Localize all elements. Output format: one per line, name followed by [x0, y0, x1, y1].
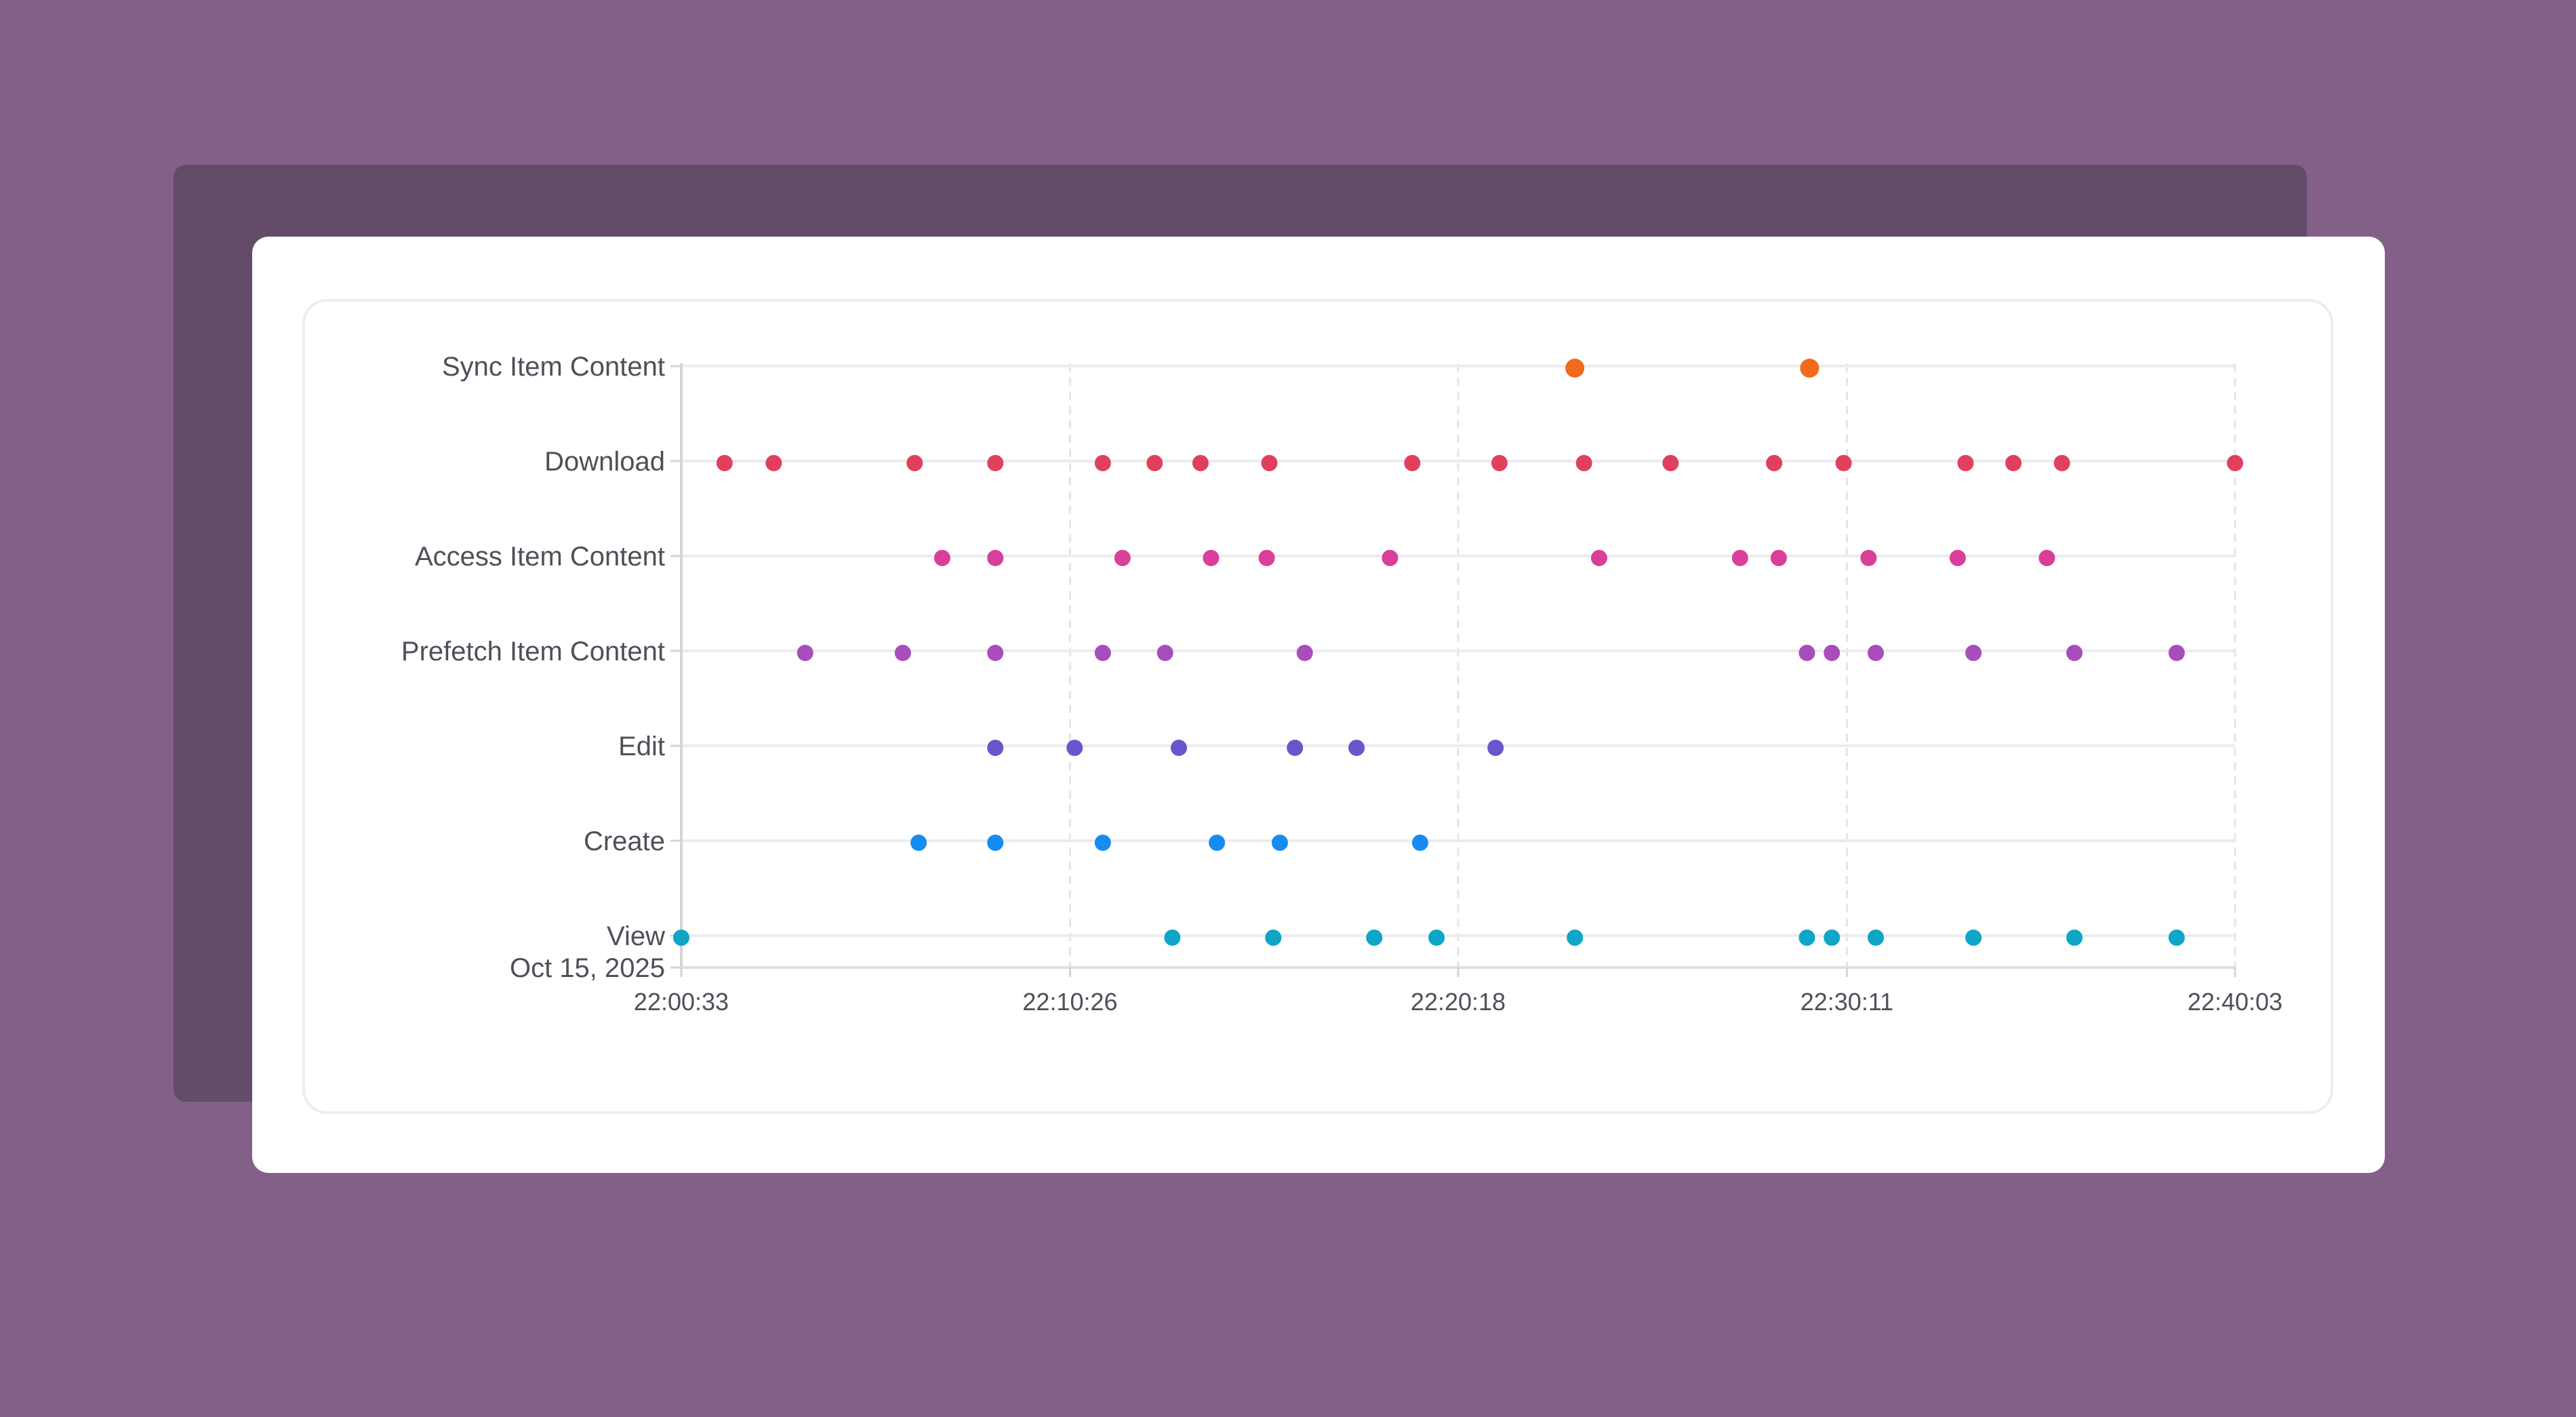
- data-point[interactable]: Access Item Content 22:27:28: [1731, 550, 1748, 566]
- data-point[interactable]: Access Item Content 22:14:01: [1203, 550, 1220, 566]
- data-point[interactable]: Access Item Content 22:18:34: [1382, 550, 1398, 566]
- data-point[interactable]: Edit 22:17:43: [1348, 740, 1365, 756]
- data-point[interactable]: Create 22:19:20: [1411, 835, 1428, 851]
- data-point[interactable]: View 22:38:34: [2168, 930, 2185, 946]
- data-point[interactable]: Download 22:30:06: [1835, 455, 1852, 471]
- data-point[interactable]: Sync Item Content 22:23:16: [1565, 359, 1585, 378]
- data-point[interactable]: Download 22:13:45: [1192, 455, 1209, 471]
- data-point[interactable]: Prefetch Item Content 22:16:24: [1296, 645, 1313, 661]
- data-point[interactable]: Download 22:01:39: [716, 455, 733, 471]
- data-point[interactable]: Access Item Content 22:11:46: [1114, 550, 1131, 566]
- data-point[interactable]: Prefetch Item Content 22:06:11: [894, 645, 911, 661]
- data-point[interactable]: Create 22:08:32: [987, 835, 1004, 851]
- data-point[interactable]: View 22:13:02: [1164, 930, 1181, 946]
- category-label: View: [607, 921, 665, 951]
- data-point[interactable]: Download 22:08:32: [987, 455, 1004, 471]
- data-point[interactable]: Access Item Content 22:28:27: [1770, 550, 1787, 566]
- data-point[interactable]: Sync Item Content 22:29:14: [1800, 359, 1819, 378]
- data-point[interactable]: Edit 22:21:15: [1487, 740, 1504, 756]
- data-point[interactable]: View 22:30:55: [1868, 930, 1885, 946]
- data-point[interactable]: Download 22:15:30: [1261, 455, 1278, 471]
- data-point[interactable]: Create 22:11:16: [1094, 835, 1111, 851]
- data-point[interactable]: Edit 22:13:12: [1171, 740, 1188, 756]
- data-point[interactable]: Prefetch Item Content 22:33:24: [1965, 645, 1982, 661]
- chart-frame: Sync Item Content Download Access Item Con…: [302, 299, 2333, 1114]
- data-point[interactable]: Download 22:12:35: [1146, 455, 1163, 471]
- data-point[interactable]: View 22:29:10: [1798, 930, 1815, 946]
- data-point[interactable]: Access Item Content 22:30:44: [1860, 550, 1877, 566]
- data-point[interactable]: Edit 22:08:32: [987, 740, 1004, 756]
- data-point[interactable]: Access Item Content 22:15:26: [1258, 550, 1275, 566]
- data-point[interactable]: Download 22:23:30: [1575, 455, 1592, 471]
- category-label: Edit: [618, 732, 665, 761]
- data-point[interactable]: Access Item Content 22:35:16: [2038, 550, 2055, 566]
- data-point[interactable]: View 22:29:48: [1824, 930, 1840, 946]
- data-point[interactable]: Prefetch Item Content 22:12:51: [1156, 645, 1173, 661]
- date-label: Oct 15, 2025: [510, 953, 665, 983]
- data-point[interactable]: Create 22:06:35: [910, 835, 927, 851]
- data-point[interactable]: Create 22:15:46: [1271, 835, 1288, 851]
- data-point[interactable]: Download 22:06:29: [906, 455, 923, 471]
- x-tick-label: 22:40:03: [2188, 988, 2282, 1016]
- category-label: Sync Item Content: [442, 352, 665, 382]
- data-point[interactable]: Prefetch Item Content 22:35:58: [2066, 645, 2083, 661]
- data-point[interactable]: View 22:15:36: [1265, 930, 1282, 946]
- data-point[interactable]: Download 22:33:12: [1957, 455, 1974, 471]
- data-point[interactable]: Edit 22:16:09: [1287, 740, 1304, 756]
- data-point[interactable]: Prefetch Item Content 22:30:55: [1868, 645, 1885, 661]
- x-tick-label: 22:10:26: [1022, 988, 1117, 1016]
- data-point[interactable]: Access Item Content 22:07:11: [933, 550, 950, 566]
- data-point[interactable]: Prefetch Item Content 22:38:34: [2168, 645, 2185, 661]
- data-point[interactable]: View 22:18:10: [1366, 930, 1383, 946]
- category-label: Create: [584, 826, 665, 856]
- data-point[interactable]: Download 22:25:42: [1662, 455, 1679, 471]
- data-point[interactable]: View 22:35:58: [2066, 930, 2083, 946]
- data-point[interactable]: Prefetch Item Content 22:29:10: [1798, 645, 1815, 661]
- x-tick-label: 22:20:18: [1411, 988, 1506, 1016]
- data-point[interactable]: Prefetch Item Content 22:11:16: [1094, 645, 1111, 661]
- data-point[interactable]: View 22:23:16: [1567, 930, 1584, 946]
- data-point[interactable]: Download 22:19:08: [1404, 455, 1421, 471]
- category-label: Download: [544, 447, 665, 477]
- x-tick-label: 22:30:11: [1800, 988, 1893, 1016]
- data-point[interactable]: Prefetch Item Content 22:08:32: [987, 645, 1004, 661]
- data-point[interactable]: Access Item Content 22:33:00: [1949, 550, 1966, 566]
- data-point[interactable]: Edit 22:10:33: [1066, 740, 1083, 756]
- category-label: Access Item Content: [415, 542, 665, 572]
- data-point[interactable]: Download 22:35:39: [2053, 455, 2070, 471]
- data-point[interactable]: Download 22:11:16: [1094, 455, 1111, 471]
- timeline-scatter-chart: Sync Item Content Download Access Item Con…: [401, 352, 2282, 1016]
- data-point[interactable]: Download 22:21:21: [1491, 455, 1508, 471]
- data-point[interactable]: View 22:19:45: [1428, 930, 1445, 946]
- data-point[interactable]: Download 22:40:03: [2227, 455, 2243, 471]
- category-label: Prefetch Item Content: [401, 637, 665, 666]
- data-point[interactable]: Access Item Content 22:08:32: [987, 550, 1004, 566]
- data-point[interactable]: Download 22:02:54: [765, 455, 782, 471]
- data-point[interactable]: Download 22:28:20: [1766, 455, 1783, 471]
- x-tick-label: 22:00:33: [634, 988, 729, 1016]
- data-point[interactable]: Download 22:34:25: [2005, 455, 2022, 471]
- data-point[interactable]: Prefetch Item Content 22:29:48: [1824, 645, 1840, 661]
- data-point[interactable]: Prefetch Item Content 22:03:42: [797, 645, 813, 661]
- data-point[interactable]: Create 22:14:10: [1209, 835, 1226, 851]
- data-point[interactable]: View 22:00:33: [673, 930, 689, 946]
- data-point[interactable]: Access Item Content 22:23:53: [1590, 550, 1607, 566]
- data-point[interactable]: View 22:33:24: [1965, 930, 1982, 946]
- chart-card: Sync Item Content Download Access Item Con…: [252, 237, 2385, 1173]
